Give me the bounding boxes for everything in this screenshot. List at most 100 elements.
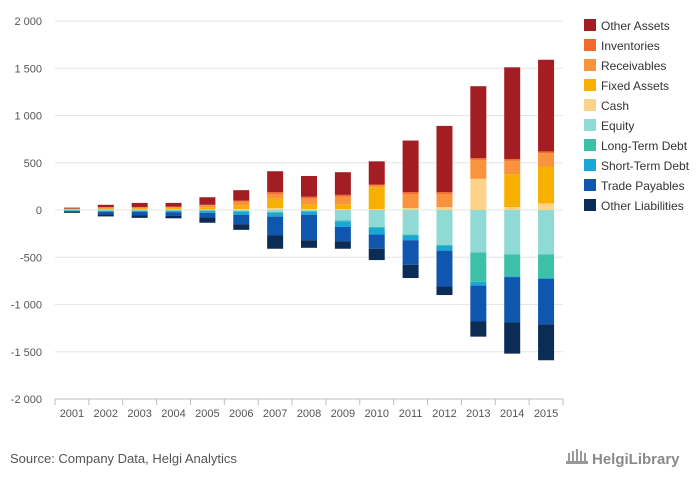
bar-segment-long-term-debt — [538, 254, 555, 279]
legend-label: Other Liabilities — [601, 199, 684, 213]
bar-segment-fixed-assets — [504, 174, 521, 208]
legend-swatch — [584, 199, 596, 211]
x-tick-label: 2015 — [534, 408, 558, 420]
bar-segment-long-term-debt — [267, 211, 284, 213]
bar-segment-fixed-assets — [538, 166, 555, 204]
y-tick-label: -1 500 — [11, 347, 42, 359]
bar-segment-other-liabilities — [165, 215, 182, 219]
bar-segment-other-assets — [470, 86, 487, 159]
bar-segment-receivables — [368, 185, 385, 188]
bar-segment-long-term-debt — [233, 210, 250, 212]
bar-segment-short-term-debt — [233, 211, 250, 215]
bar-segment-fixed-assets — [233, 205, 250, 210]
bar-segment-short-term-debt — [368, 227, 385, 235]
bar-segment-fixed-assets — [131, 208, 148, 210]
bar-segment-inventories — [233, 200, 250, 202]
bar-segment-trade-payables — [504, 277, 521, 323]
bar-segment-other-liabilities — [504, 322, 521, 354]
bar-segment-inventories — [470, 158, 487, 160]
x-tick-label: 2008 — [297, 408, 321, 420]
bar-segment-fixed-assets — [63, 209, 80, 210]
bar-segment-equity — [334, 210, 351, 221]
bar-segment-short-term-debt — [131, 210, 148, 212]
bar-segment-other-liabilities — [301, 240, 317, 248]
x-tick-label: 2002 — [94, 408, 118, 420]
legend-label: Receivables — [601, 59, 666, 73]
bar-segment-inventories — [436, 192, 453, 194]
bar-segment-other-liabilities — [436, 286, 453, 296]
bar-segment-equity — [504, 210, 521, 255]
bar-segment-other-assets — [199, 197, 216, 205]
bar-segment-other-liabilities — [233, 224, 250, 230]
legend-label: Fixed Assets — [601, 79, 669, 93]
bar-segment-other-assets — [334, 172, 351, 195]
bar-segment-fixed-assets — [334, 204, 351, 210]
bar-segment-other-assets — [538, 59, 555, 152]
brand-name: HelgiLibrary — [592, 451, 680, 468]
bar-segment-other-assets — [267, 171, 284, 193]
bar-segment-short-term-debt — [165, 210, 182, 213]
x-tick-label: 2009 — [331, 408, 355, 420]
x-tick-label: 2007 — [263, 408, 287, 420]
bar-segment-inventories — [504, 158, 521, 161]
legend-label: Trade Payables — [601, 179, 685, 193]
y-tick-label: 2 000 — [14, 16, 42, 28]
bar-segment-fixed-assets — [368, 187, 385, 210]
x-tick-label: 2010 — [364, 408, 388, 420]
legend-label: Long-Term Debt — [601, 139, 688, 153]
axis-layer: -2 000 -1 500 -1 000 -500 0 500 1 000 1 500 2 00… — [11, 16, 564, 420]
bar-segment-cash — [538, 203, 555, 210]
bar-segment-long-term-debt — [402, 234, 419, 236]
legend-label: Short-Term Debt — [601, 159, 690, 173]
bar-segment-trade-payables — [402, 240, 419, 265]
bar-segment-long-term-debt — [470, 252, 487, 282]
x-tick-label: 2006 — [229, 408, 253, 420]
x-tick-label: 2001 — [60, 408, 84, 420]
x-tick-label: 2011 — [399, 408, 423, 420]
bar-segment-cash — [402, 208, 419, 210]
helgi-library-logo: HelgiLibrary — [566, 449, 680, 468]
bar-segment-fixed-assets — [97, 208, 114, 210]
legend-swatch — [584, 39, 596, 51]
bar-segment-short-term-debt — [538, 278, 555, 279]
bar-segment-equity — [368, 210, 385, 228]
library-building-icon — [566, 449, 588, 464]
bar-segment-other-liabilities — [131, 215, 148, 218]
bar-segment-short-term-debt — [504, 276, 521, 278]
legend-label: Other Assets — [601, 19, 670, 33]
legend-swatch — [584, 139, 596, 151]
bar-segment-short-term-debt — [436, 245, 453, 251]
bar-segment-trade-payables — [233, 214, 250, 225]
bar-segment-cash — [368, 209, 385, 210]
bar-segment-other-liabilities — [97, 214, 114, 217]
bar-segment-other-assets — [97, 204, 114, 208]
legend-swatch — [584, 119, 596, 131]
bar-segment-other-assets — [165, 202, 182, 207]
bar-segment-trade-payables — [267, 216, 284, 236]
bar-segment-other-assets — [504, 67, 521, 159]
bar-segment-long-term-debt — [504, 254, 521, 277]
bar-segment-fixed-assets — [267, 198, 284, 209]
bar-segment-inventories — [334, 194, 351, 197]
bar-segment-receivables — [199, 205, 216, 208]
bar-segment-receivables — [402, 193, 419, 209]
bar-segment-equity — [402, 210, 419, 235]
bar-segment-trade-payables — [436, 250, 453, 287]
bar-segment-trade-payables — [131, 211, 148, 216]
bar-segment-trade-payables — [63, 210, 80, 212]
bar-segment-long-term-debt — [334, 220, 351, 222]
x-tick-label: 2005 — [195, 408, 219, 420]
y-tick-label: 500 — [24, 158, 42, 170]
y-tick-label: -2 000 — [11, 394, 42, 406]
bar-segment-trade-payables — [538, 278, 555, 325]
bar-segment-other-assets — [301, 175, 317, 197]
bar-segment-trade-payables — [199, 212, 216, 218]
bar-segment-receivables — [470, 159, 487, 179]
bar-segment-short-term-debt — [334, 221, 351, 228]
bar-segment-long-term-debt — [301, 210, 317, 212]
bar-segment-receivables — [301, 198, 317, 205]
bar-segment-equity — [267, 210, 284, 212]
bar-segment-trade-payables — [165, 212, 182, 216]
